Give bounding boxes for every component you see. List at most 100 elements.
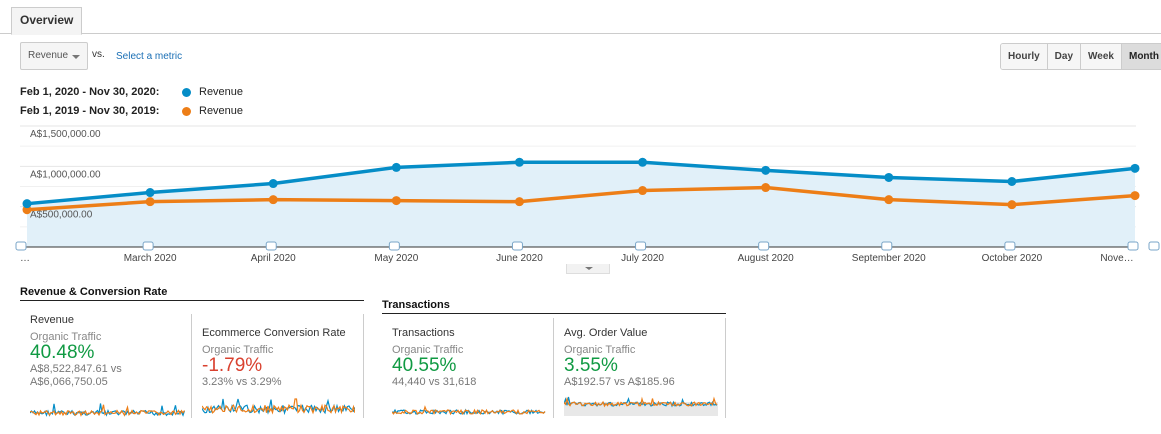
divider xyxy=(363,314,364,418)
scorecard-comparison: 3.23% vs 3.29% xyxy=(202,376,282,388)
data-point xyxy=(761,165,771,175)
annotation-icon[interactable] xyxy=(1004,241,1016,251)
annotation-icon[interactable] xyxy=(388,241,400,251)
series-line xyxy=(26,185,1136,212)
data-point xyxy=(761,183,771,193)
x-tick-label: August 2020 xyxy=(738,253,795,264)
scorecard-name: Avg. Order Value xyxy=(564,327,648,339)
sparkline-avg-order-value xyxy=(564,396,718,416)
scorecard-revenue[interactable]: Revenue Organic Traffic 40.48% A$8,522,8… xyxy=(30,314,185,389)
period-toggle: Hourly Day Week Month xyxy=(1000,43,1161,70)
scorecard-comparison: 44,440 vs 31,618 xyxy=(392,376,477,388)
data-point xyxy=(268,195,278,205)
scorecard-name: Transactions xyxy=(392,327,455,339)
annotation-icon[interactable] xyxy=(142,241,154,251)
tab-bar: Overview xyxy=(0,0,1161,35)
annotation-icon[interactable] xyxy=(635,241,647,251)
scorecard-conversion-rate[interactable]: Ecommerce Conversion Rate Organic Traffi… xyxy=(202,327,362,389)
scorecard-change: 40.48% xyxy=(30,342,95,363)
data-point xyxy=(884,172,894,182)
scorecard-segment: Organic Traffic xyxy=(392,344,464,356)
x-tick-label: March 2020 xyxy=(124,253,177,264)
sparkline-series xyxy=(392,405,546,416)
legend-previous: Feb 1, 2019 - Nov 30, 2019: Revenue xyxy=(20,105,243,117)
annotation-icon[interactable] xyxy=(511,241,523,251)
legend-range: Feb 1, 2020 - Nov 30, 2020: xyxy=(20,86,160,98)
collapse-chart-handle[interactable] xyxy=(566,264,610,274)
x-tick-label: June 2020 xyxy=(496,253,543,264)
data-point xyxy=(1130,163,1140,173)
x-tick-label: July 2020 xyxy=(621,253,664,264)
metric-dropdown[interactable]: Revenue xyxy=(20,42,88,70)
divider xyxy=(725,318,726,418)
scorecard-segment: Organic Traffic xyxy=(202,344,274,356)
sparkline-transactions xyxy=(392,405,546,416)
revenue-line-chart: A$500,000.00 A$1,000,000.00 A$1,500,000.00… xyxy=(15,125,1160,264)
scorecard-avg-order-value[interactable]: Avg. Order Value Organic Traffic 3.55% A… xyxy=(564,327,724,389)
data-point xyxy=(514,197,524,207)
legend-label: Revenue xyxy=(199,105,244,117)
annotation-icon[interactable] xyxy=(265,241,277,251)
legend-dot-icon xyxy=(182,106,191,116)
sparkline-series xyxy=(202,398,355,415)
scorecard-name: Ecommerce Conversion Rate xyxy=(202,327,346,339)
data-point xyxy=(1007,200,1017,210)
scorecard-name: Revenue xyxy=(30,314,75,326)
vs-label: vs. xyxy=(92,49,105,60)
scorecard-change: 40.55% xyxy=(392,355,457,376)
data-point xyxy=(145,197,155,207)
data-point xyxy=(514,157,524,167)
scorecard-comparison: A$8,522,847.61 vs xyxy=(30,363,122,375)
data-point xyxy=(145,188,155,198)
scorecard-transactions[interactable]: Transactions Organic Traffic 40.55% 44,4… xyxy=(392,327,547,389)
data-point xyxy=(1130,191,1140,201)
period-week-button[interactable]: Week xyxy=(1081,44,1122,69)
period-day-button[interactable]: Day xyxy=(1047,44,1082,69)
data-point xyxy=(391,196,401,206)
section-title-transactions: Transactions xyxy=(382,299,726,314)
x-tick-label: September 2020 xyxy=(852,253,926,264)
metric-dropdown-value: Revenue xyxy=(28,50,69,61)
divider xyxy=(191,314,192,418)
annotation-icon[interactable] xyxy=(758,241,770,251)
chevron-down-icon xyxy=(585,267,593,270)
data-point xyxy=(268,179,278,189)
series-line xyxy=(26,160,1136,206)
period-hourly-button[interactable]: Hourly xyxy=(1001,44,1048,69)
period-month-button[interactable]: Month xyxy=(1121,44,1161,69)
y-tick-label: A$1,500,000.00 xyxy=(30,129,101,140)
data-point xyxy=(1007,176,1017,186)
data-point xyxy=(22,199,32,209)
data-point xyxy=(884,195,894,205)
x-tick-label: October 2020 xyxy=(982,253,1043,264)
series-area xyxy=(27,162,1135,247)
sparkline-revenue xyxy=(30,403,185,417)
sparkline-conversion-rate xyxy=(202,398,355,416)
scorecard-segment: Organic Traffic xyxy=(564,344,636,356)
legend-label: Revenue xyxy=(199,86,244,98)
scorecard-change: 3.55% xyxy=(564,355,618,376)
annotation-icon[interactable] xyxy=(1127,241,1139,251)
scorecard-comparison: A$6,066,750.05 xyxy=(30,376,108,388)
y-tick-label: A$500,000.00 xyxy=(30,210,93,221)
scorecard-segment: Organic Traffic xyxy=(30,331,102,343)
annotation-icon[interactable] xyxy=(15,241,27,251)
annotation-icon[interactable] xyxy=(881,241,893,251)
data-point xyxy=(638,157,648,167)
tab-overview[interactable]: Overview xyxy=(11,7,83,35)
legend-range: Feb 1, 2019 - Nov 30, 2019: xyxy=(20,105,160,117)
scorecard-change: -1.79% xyxy=(202,355,263,376)
y-tick-label: A$1,000,000.00 xyxy=(30,169,101,180)
legend-current: Feb 1, 2020 - Nov 30, 2020: Revenue xyxy=(20,86,243,98)
sparkline-series xyxy=(564,396,718,408)
data-point xyxy=(638,186,648,196)
data-point xyxy=(391,162,401,172)
sparkline-series xyxy=(30,404,185,417)
x-tick-label: May 2020 xyxy=(374,253,418,264)
chevron-down-icon xyxy=(72,55,80,59)
scorecard-comparison: A$192.57 vs A$185.96 xyxy=(564,376,675,388)
section-title-revenue-conversion: Revenue & Conversion Rate xyxy=(20,286,364,301)
select-metric-link[interactable]: Select a metric xyxy=(116,51,183,62)
legend-dot-icon xyxy=(182,87,191,97)
x-tick-label: Nove… xyxy=(1100,253,1133,264)
